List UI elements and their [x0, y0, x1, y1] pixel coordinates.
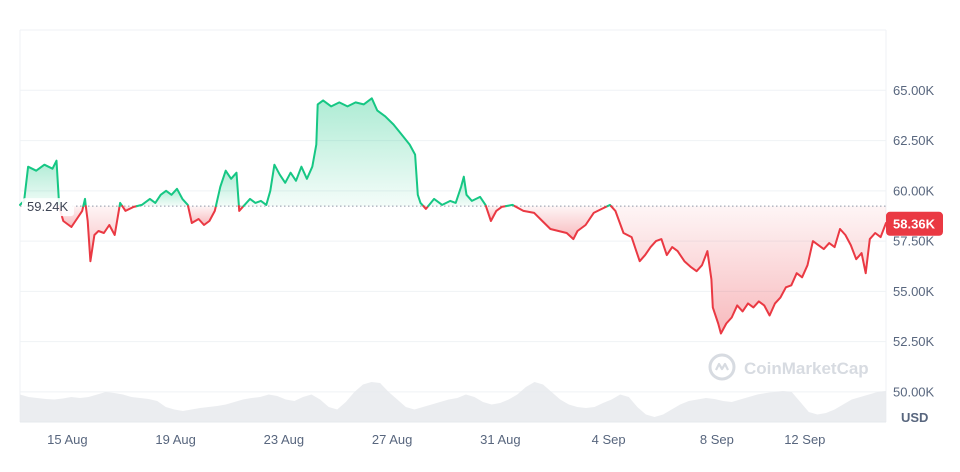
- line-above-baseline: [118, 201, 124, 208]
- y-tick-label: 60.00K: [893, 183, 935, 198]
- line-below-baseline: [187, 205, 217, 226]
- area-below-baseline: [485, 206, 506, 221]
- x-tick-label: 31 Aug: [480, 432, 521, 447]
- x-tick-label: 27 Aug: [372, 432, 413, 447]
- area-below-baseline: [611, 206, 886, 334]
- y-tick-label: 57.50K: [893, 234, 935, 249]
- price-area-fill: [20, 98, 886, 334]
- line-below-baseline: [484, 205, 507, 222]
- grid-lines: [20, 89, 886, 393]
- volume-shape: [20, 382, 886, 422]
- x-tick-label: 12 Sep: [784, 432, 825, 447]
- y-unit-label: USD: [901, 410, 928, 425]
- area-below-baseline: [514, 206, 608, 240]
- y-axis-ticks: 50.00K 52.50K 55.00K 57.50K 60.00K 62.50K 65.0…: [893, 83, 935, 400]
- x-tick-label: 8 Sep: [700, 432, 734, 447]
- x-tick-label: 19 Aug: [155, 432, 196, 447]
- line-below-baseline: [84, 205, 121, 263]
- line-above-baseline: [505, 203, 516, 208]
- area-above-baseline: [215, 170, 239, 207]
- y-tick-label: 62.50K: [893, 133, 935, 148]
- line-above-baseline: [242, 97, 425, 208]
- area-above-baseline: [20, 160, 60, 207]
- line-below-baseline: [513, 205, 609, 241]
- current-price-badge: [886, 211, 943, 236]
- line-below-baseline: [121, 205, 138, 212]
- x-tick-label: 4 Sep: [592, 432, 626, 447]
- x-axis-ticks: 15 Aug 19 Aug 23 Aug 27 Aug 31 Aug 4 Sep 8 Sep…: [47, 432, 825, 447]
- y-tick-label: 55.00K: [893, 284, 935, 299]
- volume-area: [20, 382, 886, 422]
- area-above-baseline: [136, 188, 189, 207]
- baseline-label: 59.24K: [27, 199, 69, 214]
- y-tick-label: 50.00K: [893, 384, 935, 399]
- watermark: CoinMarketCap: [708, 353, 869, 381]
- y-tick-label: 52.50K: [893, 334, 935, 349]
- line-above-baseline: [427, 175, 487, 208]
- line-above-baseline: [135, 187, 190, 208]
- line-below-baseline: [237, 205, 245, 212]
- line-below-baseline: [422, 205, 430, 210]
- line-above-baseline: [214, 169, 240, 208]
- price-line: [19, 97, 887, 335]
- area-below-baseline: [85, 206, 120, 262]
- line-above-baseline: [82, 197, 87, 208]
- x-tick-label: 23 Aug: [264, 432, 305, 447]
- watermark-text: CoinMarketCap: [744, 359, 869, 378]
- coinmarketcap-logo-icon: [708, 353, 736, 381]
- x-tick-label: 15 Aug: [47, 432, 88, 447]
- line-above-baseline: [19, 159, 61, 208]
- current-price-label: 58.36K: [893, 216, 936, 231]
- y-tick-label: 65.00K: [893, 83, 935, 98]
- area-above-baseline: [243, 98, 424, 207]
- line-below-baseline: [610, 205, 887, 335]
- baseline-label-box: [22, 198, 74, 217]
